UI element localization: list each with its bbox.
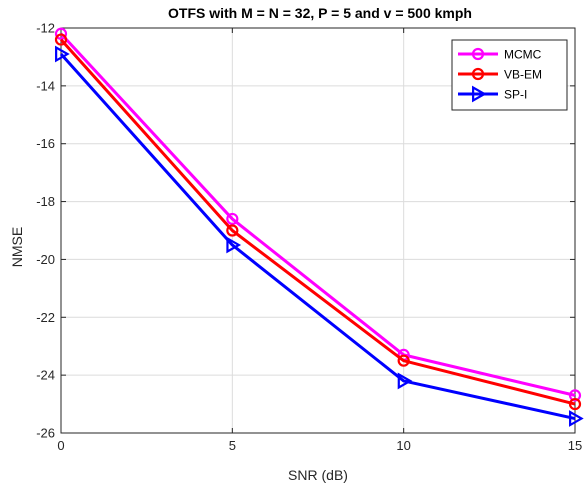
series-group <box>54 27 584 427</box>
legend-item-mcmc: MCMC <box>458 48 542 62</box>
y-tick-label: -12 <box>36 21 55 36</box>
legend-label-sp-i: SP-I <box>504 88 527 102</box>
series-line-mcmc <box>59 32 576 397</box>
data-point-vb-em <box>226 224 239 237</box>
data-point-sp-i <box>226 236 242 254</box>
data-point-sp-i <box>55 45 70 63</box>
data-point-vb-em <box>568 397 582 411</box>
series-line-vb-em <box>59 38 576 406</box>
data-point-mcmc <box>568 389 582 402</box>
chart-title: OTFS with M = N = 32, P = 5 and v = 500 … <box>168 5 472 21</box>
x-tick-label: 0 <box>57 438 64 453</box>
data-point-mcmc <box>54 27 68 40</box>
legend-marker-mcmc <box>471 47 485 61</box>
legend-item-sp-i: SP-I <box>458 85 527 103</box>
y-tick-label: -22 <box>36 310 55 325</box>
y-tick-label: -24 <box>36 368 55 383</box>
y-axis-label: NMSE <box>9 227 25 267</box>
data-point-sp-i <box>569 410 584 427</box>
legend-label-mcmc: MCMC <box>504 48 542 62</box>
data-point-sp-i <box>397 372 413 390</box>
y-tick-label: -14 <box>36 78 55 93</box>
y-tick-label: -18 <box>36 194 55 209</box>
series-line-sp-i <box>59 53 576 421</box>
legend: MCMC VB-EM SP-I <box>451 39 568 111</box>
legend-item-vb-em: VB-EM <box>458 68 542 82</box>
series-vb-em <box>54 33 582 411</box>
y-tick-label: -26 <box>36 426 55 441</box>
legend-marker-sp-i <box>472 85 487 103</box>
x-tick-label: 15 <box>568 438 582 453</box>
x-axis-label: SNR (dB) <box>288 467 348 483</box>
legend-marker-vb-em <box>471 67 485 81</box>
y-tick-label: -20 <box>36 252 55 267</box>
x-tick-label: 10 <box>396 438 410 453</box>
data-point-vb-em <box>54 33 68 46</box>
plot-area-border <box>60 27 576 434</box>
x-tick-label: 5 <box>229 438 236 453</box>
data-point-mcmc <box>226 212 239 226</box>
data-point-vb-em <box>397 354 410 367</box>
legend-label-vb-em: VB-EM <box>504 68 542 82</box>
series-sp-i <box>55 45 584 427</box>
y-tick-label: -16 <box>36 136 55 151</box>
